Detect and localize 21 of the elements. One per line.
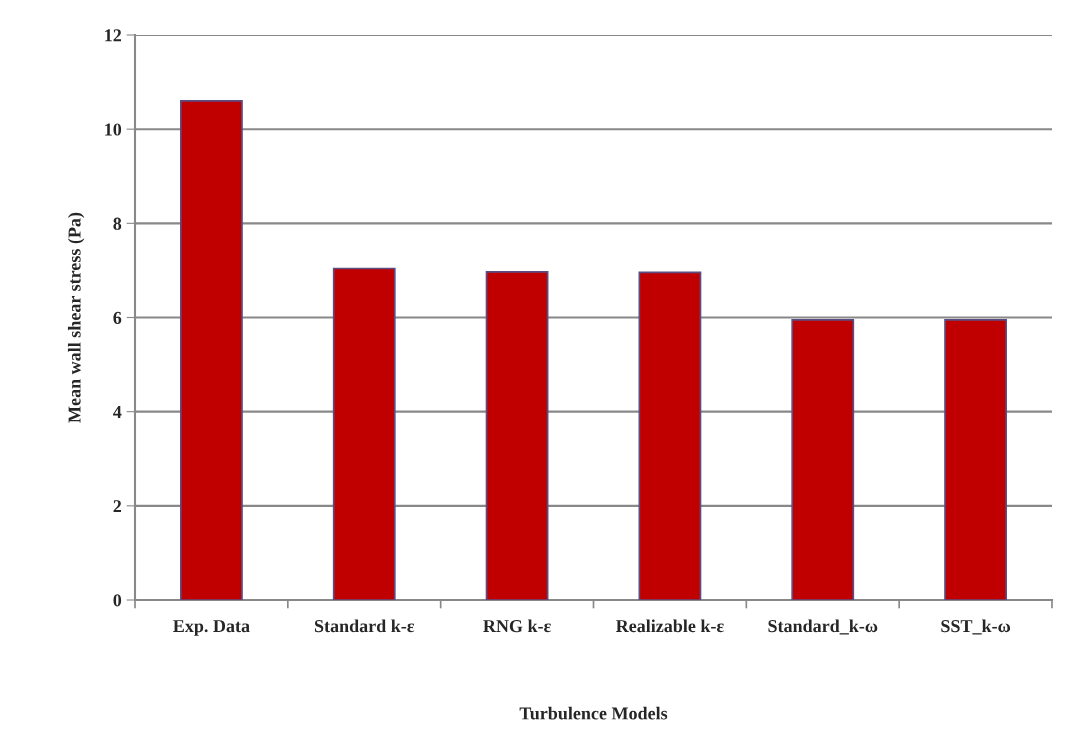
y-tick-label: 0 [113,594,122,607]
bar [944,319,1007,600]
y-tick-label: 6 [113,311,122,324]
x-tick-label: Standard_k-ω [768,619,878,635]
y-tick-label: 12 [105,29,122,42]
y-tick-label: 10 [105,123,122,136]
x-tick-label: SST_k-ω [941,619,1011,635]
x-tick-label: Standard k-ε [314,619,415,633]
y-tick-label: 8 [113,217,122,230]
x-axis-title: Turbulence Models [519,706,668,720]
bar [180,100,243,600]
x-tick-label: Exp. Data [173,620,250,636]
bar [791,319,855,600]
y-tick-label: 2 [113,500,122,513]
y-axis-title: Mean wall shear stress (Pa) [67,212,85,423]
x-tick-label: RNG k-ε [483,619,551,633]
bar [332,267,396,600]
bar [638,271,702,600]
y-tick-label: 4 [113,406,122,418]
x-tick-label: Realizable k-ε [615,619,724,633]
bar [485,270,549,600]
